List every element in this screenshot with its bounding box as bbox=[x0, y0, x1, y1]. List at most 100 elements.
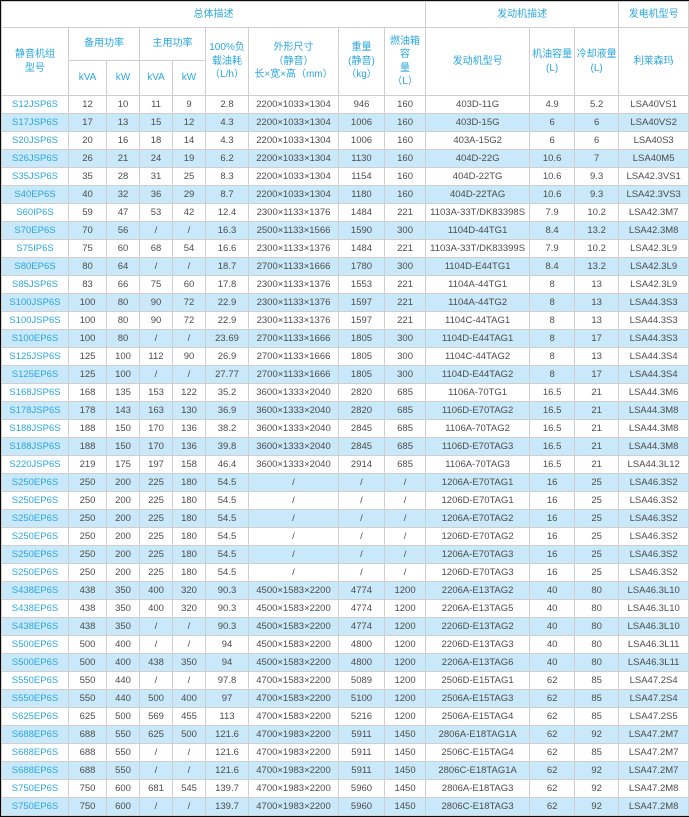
cell-standby-kva: 688 bbox=[68, 743, 107, 762]
model-link[interactable]: S500EP6S bbox=[1, 653, 69, 672]
cell-tank-l: 685 bbox=[383, 419, 427, 438]
cell-tank-l: 221 bbox=[383, 293, 427, 312]
table-row: S438EP6S 438 350//90.3 4500×1583×2200 4774 12… bbox=[1, 617, 689, 636]
model-link[interactable]: S438EP6S bbox=[1, 599, 69, 618]
cell-oil-l: 40 bbox=[529, 599, 576, 618]
model-link[interactable]: S40EP6S bbox=[1, 185, 69, 204]
model-link[interactable]: S60IP6S bbox=[1, 203, 69, 222]
cell-standby-kva: 100 bbox=[68, 293, 107, 312]
cell-standby-kw: 500 bbox=[106, 707, 140, 726]
model-link[interactable]: S100JSP6S bbox=[1, 311, 69, 330]
model-link[interactable]: S85JSP6S bbox=[1, 275, 69, 294]
model-link[interactable]: S250EP6S bbox=[1, 509, 69, 528]
model-link[interactable]: S75IP6S bbox=[1, 239, 69, 258]
model-link[interactable]: S250EP6S bbox=[1, 491, 69, 510]
model-link[interactable]: S70EP6S bbox=[1, 221, 69, 240]
cell-tank-l: 685 bbox=[383, 455, 427, 474]
cell-fuel-lph: 46.4 bbox=[205, 455, 249, 474]
cell-weight-kg: / bbox=[338, 527, 385, 546]
model-link[interactable]: S688EP6S bbox=[1, 725, 69, 744]
cell-coolant-l: 25 bbox=[574, 473, 620, 492]
model-link[interactable]: S100JSP6S bbox=[1, 293, 69, 312]
cell-fuel-lph: 2.8 bbox=[205, 95, 249, 114]
cell-engine-model: 1206D-E70TAG3 bbox=[425, 563, 531, 582]
model-link[interactable]: S35JSP6S bbox=[1, 167, 69, 186]
cell-coolant-l: 21 bbox=[574, 401, 620, 420]
model-link[interactable]: S80EP6S bbox=[1, 257, 69, 276]
model-link[interactable]: S750EP6S bbox=[1, 797, 69, 816]
cell-standby-kw: 21 bbox=[106, 149, 140, 168]
cell-leroy-somer: LSA44.3M8 bbox=[618, 437, 689, 456]
cell-coolant-l: 21 bbox=[574, 437, 620, 456]
cell-prime-kva: / bbox=[139, 671, 173, 690]
cell-dimensions-mm: 2200×1033×1304 bbox=[248, 131, 339, 150]
cell-prime-kw: 180 bbox=[172, 473, 206, 492]
cell-engine-model: 1103A-33T/DK83398S bbox=[425, 203, 531, 222]
cell-prime-kva: / bbox=[139, 221, 173, 240]
cell-standby-kw: 80 bbox=[106, 293, 140, 312]
cell-tank-l: 160 bbox=[383, 185, 427, 204]
cell-coolant-l: 80 bbox=[574, 635, 620, 654]
model-link[interactable]: S550EP6S bbox=[1, 671, 69, 690]
model-link[interactable]: S500EP6S bbox=[1, 635, 69, 654]
model-link[interactable]: S100EP6S bbox=[1, 329, 69, 348]
model-link[interactable]: S688EP6S bbox=[1, 743, 69, 762]
cell-weight-kg: 1484 bbox=[338, 203, 385, 222]
cell-oil-l: 16.5 bbox=[529, 455, 576, 474]
model-link[interactable]: S12JSP6S bbox=[1, 95, 69, 114]
cell-prime-kw: / bbox=[172, 329, 206, 348]
model-link[interactable]: S168JSP6S bbox=[1, 383, 69, 402]
cell-prime-kw: 180 bbox=[172, 491, 206, 510]
header-standby-kw: kW bbox=[106, 60, 140, 96]
model-link[interactable]: S26JSP6S bbox=[1, 149, 69, 168]
cell-tank-l: 1450 bbox=[383, 743, 427, 762]
cell-tank-l: 685 bbox=[383, 383, 427, 402]
cell-weight-kg: 1484 bbox=[338, 239, 385, 258]
model-link[interactable]: S550EP6S bbox=[1, 689, 69, 708]
cell-oil-l: 62 bbox=[529, 671, 576, 690]
cell-prime-kw: 122 bbox=[172, 383, 206, 402]
header-model: 静音机组 型号 bbox=[1, 27, 69, 96]
model-link[interactable]: S20JSP6S bbox=[1, 131, 69, 150]
table-row: S688EP6S 688 550//121.6 4700×1983×2200 5911 1… bbox=[1, 761, 689, 780]
cell-coolant-l: 92 bbox=[574, 761, 620, 780]
model-link[interactable]: S188JSP6S bbox=[1, 419, 69, 438]
model-link[interactable]: S688EP6S bbox=[1, 761, 69, 780]
cell-fuel-lph: 16.3 bbox=[205, 221, 249, 240]
cell-dimensions-mm: 3600×1333×2040 bbox=[248, 455, 339, 474]
model-link[interactable]: S438EP6S bbox=[1, 581, 69, 600]
cell-dimensions-mm: 2300×1133×1376 bbox=[248, 293, 339, 312]
model-link[interactable]: S250EP6S bbox=[1, 527, 69, 546]
model-link[interactable]: S125EP6S bbox=[1, 365, 69, 384]
model-link[interactable]: S438EP6S bbox=[1, 617, 69, 636]
cell-prime-kw: 500 bbox=[172, 725, 206, 744]
model-link[interactable]: S125JSP6S bbox=[1, 347, 69, 366]
model-link[interactable]: S178JSP6S bbox=[1, 401, 69, 420]
cell-oil-l: 16.5 bbox=[529, 383, 576, 402]
cell-fuel-lph: 113 bbox=[205, 707, 249, 726]
cell-standby-kva: 125 bbox=[68, 347, 107, 366]
cell-fuel-lph: 121.6 bbox=[205, 725, 249, 744]
cell-engine-model: 1206A-E70TAG3 bbox=[425, 545, 531, 564]
model-link[interactable]: S188JSP6S bbox=[1, 437, 69, 456]
model-link[interactable]: S17JSP6S bbox=[1, 113, 69, 132]
cell-leroy-somer: LSA47.2M7 bbox=[618, 743, 689, 762]
model-link[interactable]: S250EP6S bbox=[1, 545, 69, 564]
cell-tank-l: 160 bbox=[383, 167, 427, 186]
cell-standby-kva: 438 bbox=[68, 581, 107, 600]
cell-leroy-somer: LSA42.3M7 bbox=[618, 203, 689, 222]
cell-weight-kg: 2845 bbox=[338, 437, 385, 456]
cell-dimensions-mm: / bbox=[248, 545, 339, 564]
table-row: S438EP6S 438 350 400 320 90.3 4500×1583×2200 47… bbox=[1, 581, 689, 600]
model-link[interactable]: S250EP6S bbox=[1, 473, 69, 492]
cell-coolant-l: 85 bbox=[574, 689, 620, 708]
cell-standby-kva: 178 bbox=[68, 401, 107, 420]
model-link[interactable]: S220JSP6S bbox=[1, 455, 69, 474]
model-link[interactable]: S250EP6S bbox=[1, 563, 69, 582]
cell-prime-kw: / bbox=[172, 257, 206, 276]
model-link[interactable]: S625EP6S bbox=[1, 707, 69, 726]
model-link[interactable]: S750EP6S bbox=[1, 779, 69, 798]
cell-prime-kva: 400 bbox=[139, 581, 173, 600]
cell-standby-kw: 200 bbox=[106, 491, 140, 510]
cell-prime-kw: 19 bbox=[172, 149, 206, 168]
